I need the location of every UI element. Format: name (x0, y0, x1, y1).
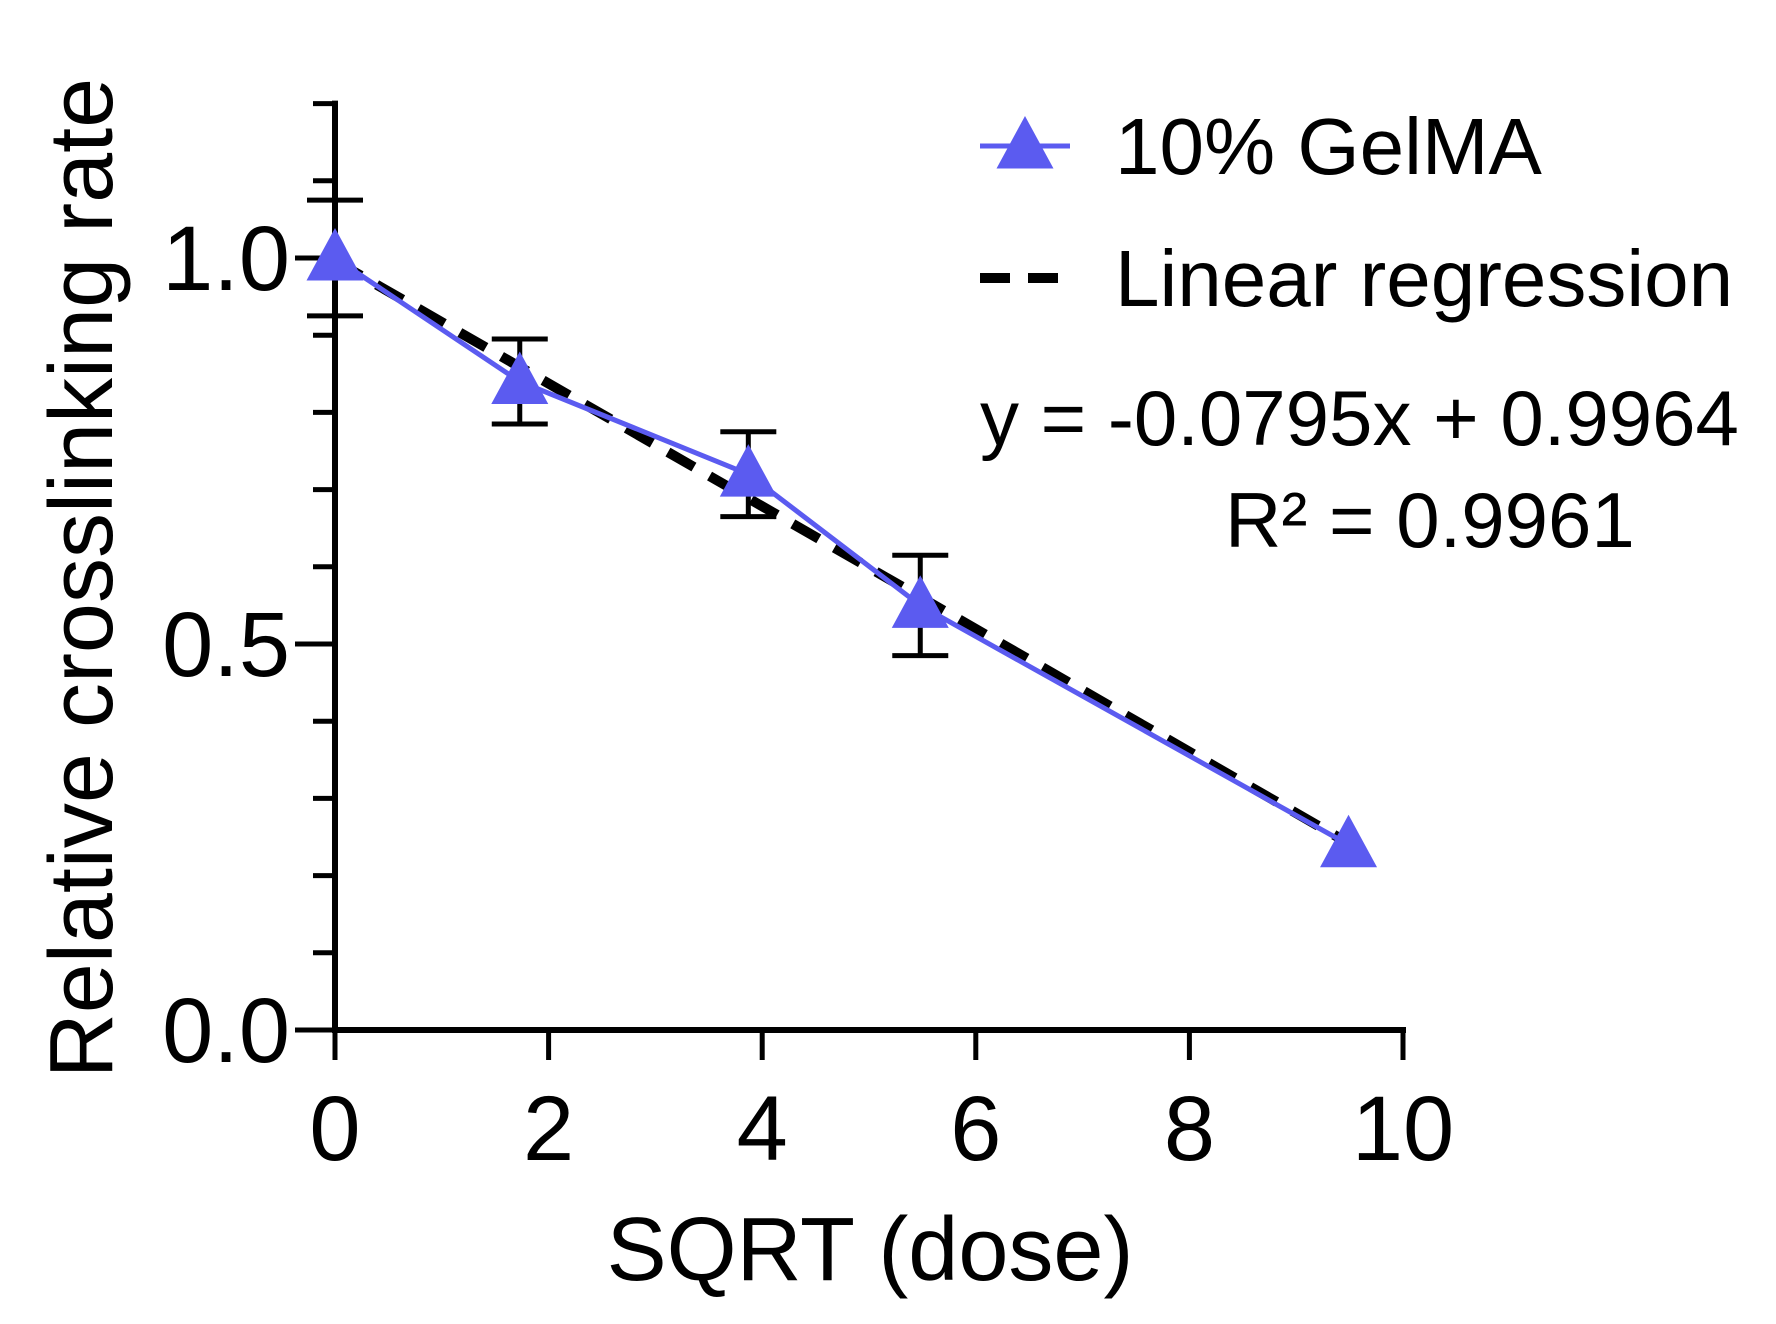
x-tick-label: 2 (523, 1078, 574, 1180)
y-tick-label: 0.5 (162, 594, 290, 696)
legend-marker (996, 116, 1054, 169)
regression-line (332, 256, 1352, 848)
data-point (891, 575, 949, 628)
data-point (1320, 814, 1378, 868)
y-axis-title: Relative crosslinking rate (32, 78, 132, 1078)
y-tick-label: 0.0 (162, 980, 290, 1082)
legend-label-series: 10% GelMA (1115, 102, 1542, 191)
regression-r-squared: R² = 0.9961 (1225, 476, 1635, 564)
data-point (719, 444, 777, 497)
x-tick-label: 8 (1164, 1078, 1215, 1180)
x-tick-label: 4 (737, 1078, 788, 1180)
regression-equation: y = -0.0795x + 0.9964 (980, 374, 1739, 462)
data-point (491, 351, 549, 405)
x-axis-title: SQRT (dose) (607, 1200, 1134, 1300)
x-tick-label: 0 (309, 1078, 360, 1180)
y-tick-label: 1.0 (162, 208, 290, 310)
data-point (306, 228, 364, 281)
legend-label-regression: Linear regression (1115, 234, 1733, 323)
x-tick-label: 10 (1352, 1078, 1454, 1180)
x-tick-label: 6 (950, 1078, 1001, 1180)
